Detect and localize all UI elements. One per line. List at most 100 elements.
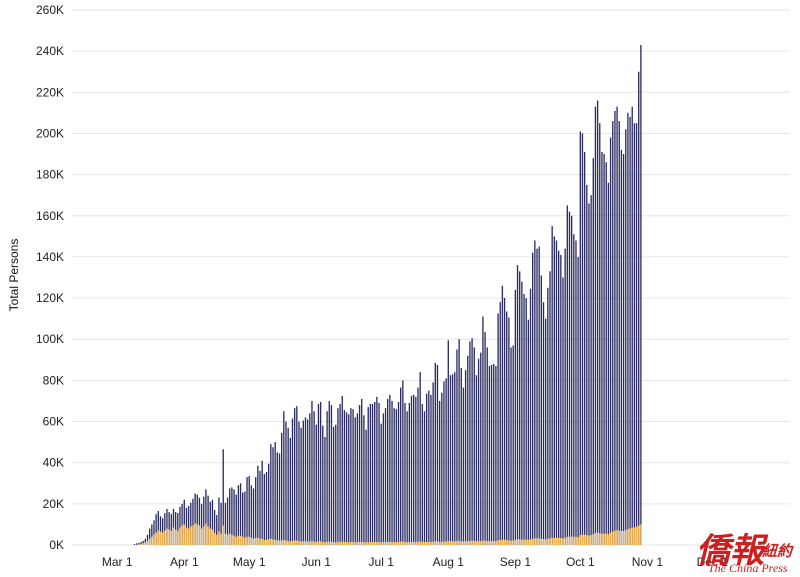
bar-primary xyxy=(343,410,346,545)
bar-secondary xyxy=(229,533,231,545)
bar-primary xyxy=(248,476,250,545)
bar-primary xyxy=(469,341,471,545)
bar-secondary xyxy=(590,535,592,545)
bar-secondary xyxy=(428,541,430,545)
bar-secondary xyxy=(480,540,482,545)
bar-primary xyxy=(432,382,434,545)
bar-primary xyxy=(560,254,562,545)
bar-secondary xyxy=(205,523,207,545)
bar-primary xyxy=(387,398,389,545)
bar-primary xyxy=(614,110,616,545)
bar-secondary xyxy=(592,534,594,545)
bar-secondary xyxy=(220,533,222,545)
bar-secondary xyxy=(616,530,618,545)
bar-primary xyxy=(166,508,168,545)
bar-primary xyxy=(395,409,398,545)
bar-primary xyxy=(354,417,356,545)
bar-primary xyxy=(187,505,190,545)
bar-primary xyxy=(579,131,581,545)
bar-primary xyxy=(174,512,177,545)
bar-secondary xyxy=(575,536,577,545)
bar-secondary xyxy=(194,523,196,545)
bar-primary xyxy=(503,298,506,545)
bar-secondary xyxy=(363,542,365,545)
bar-secondary xyxy=(408,541,411,545)
bar-secondary xyxy=(521,539,523,545)
y-tick-label: 0K xyxy=(49,538,64,552)
bar-primary xyxy=(319,401,322,545)
bar-primary xyxy=(339,404,341,545)
bar-primary xyxy=(501,285,504,545)
bar-secondary xyxy=(309,541,311,545)
bar-secondary xyxy=(497,540,499,545)
bar-primary xyxy=(549,271,551,545)
bar-secondary xyxy=(298,541,300,545)
bar-primary xyxy=(250,485,253,545)
bar-secondary xyxy=(588,535,590,545)
y-tick-label: 40K xyxy=(43,456,64,470)
bar-primary xyxy=(436,364,439,545)
bar-primary xyxy=(263,474,266,545)
bar-primary xyxy=(555,240,558,545)
bar-primary xyxy=(562,277,564,545)
bar-primary xyxy=(495,365,497,545)
bar-primary xyxy=(181,503,183,545)
bar-primary xyxy=(194,493,196,545)
bar-primary xyxy=(216,515,218,545)
bar-secondary xyxy=(181,525,183,545)
bar-secondary xyxy=(222,525,224,545)
bar-primary xyxy=(425,393,428,545)
y-axis-title: Total Persons xyxy=(7,239,21,312)
bar-primary xyxy=(434,362,436,545)
bar-primary xyxy=(255,477,257,545)
bar-primary xyxy=(534,240,536,545)
bar-primary xyxy=(536,248,538,545)
watermark-chinese-text: 僑報 xyxy=(696,531,769,571)
bar-primary xyxy=(460,368,462,545)
x-tick-label: Sep 1 xyxy=(500,555,532,569)
bar-secondary xyxy=(289,541,291,545)
bar-primary xyxy=(609,137,612,545)
bar-primary xyxy=(618,121,620,546)
bar-primary xyxy=(192,498,194,545)
bar-primary xyxy=(148,528,151,545)
bar-secondary xyxy=(302,541,304,545)
bar-secondary xyxy=(488,541,491,545)
bar-primary xyxy=(592,158,594,545)
bar-secondary xyxy=(564,537,566,545)
bar-secondary xyxy=(413,541,415,545)
bar-primary xyxy=(283,411,285,545)
bar-primary xyxy=(547,287,549,545)
bar-primary xyxy=(493,363,495,545)
bar-primary xyxy=(564,248,566,545)
bar-secondary xyxy=(473,540,475,545)
bar-secondary xyxy=(417,541,419,545)
bar-primary xyxy=(155,514,157,545)
bar-secondary xyxy=(560,538,562,545)
bar-secondary xyxy=(166,528,168,545)
bar-secondary xyxy=(635,526,638,545)
bar-primary xyxy=(553,236,555,545)
bar-primary xyxy=(274,442,276,545)
bar-secondary xyxy=(192,525,194,545)
bar-primary xyxy=(542,302,545,545)
bar-primary xyxy=(601,151,603,546)
bar-secondary xyxy=(415,541,417,545)
bar-primary xyxy=(164,513,166,545)
bar-secondary xyxy=(410,541,413,545)
bar-primary xyxy=(532,252,534,545)
bar-primary xyxy=(393,408,395,545)
bar-secondary xyxy=(293,540,296,545)
bar-secondary xyxy=(432,541,434,545)
bar-secondary xyxy=(242,536,244,545)
bar-primary xyxy=(265,471,268,545)
bar-secondary xyxy=(380,542,382,545)
bar-secondary xyxy=(451,541,454,545)
bar-secondary xyxy=(482,540,484,545)
bar-secondary xyxy=(532,538,534,545)
bar-secondary xyxy=(549,538,551,545)
bar-primary xyxy=(521,281,523,545)
bar-secondary xyxy=(551,537,553,545)
bar-primary xyxy=(382,413,385,545)
